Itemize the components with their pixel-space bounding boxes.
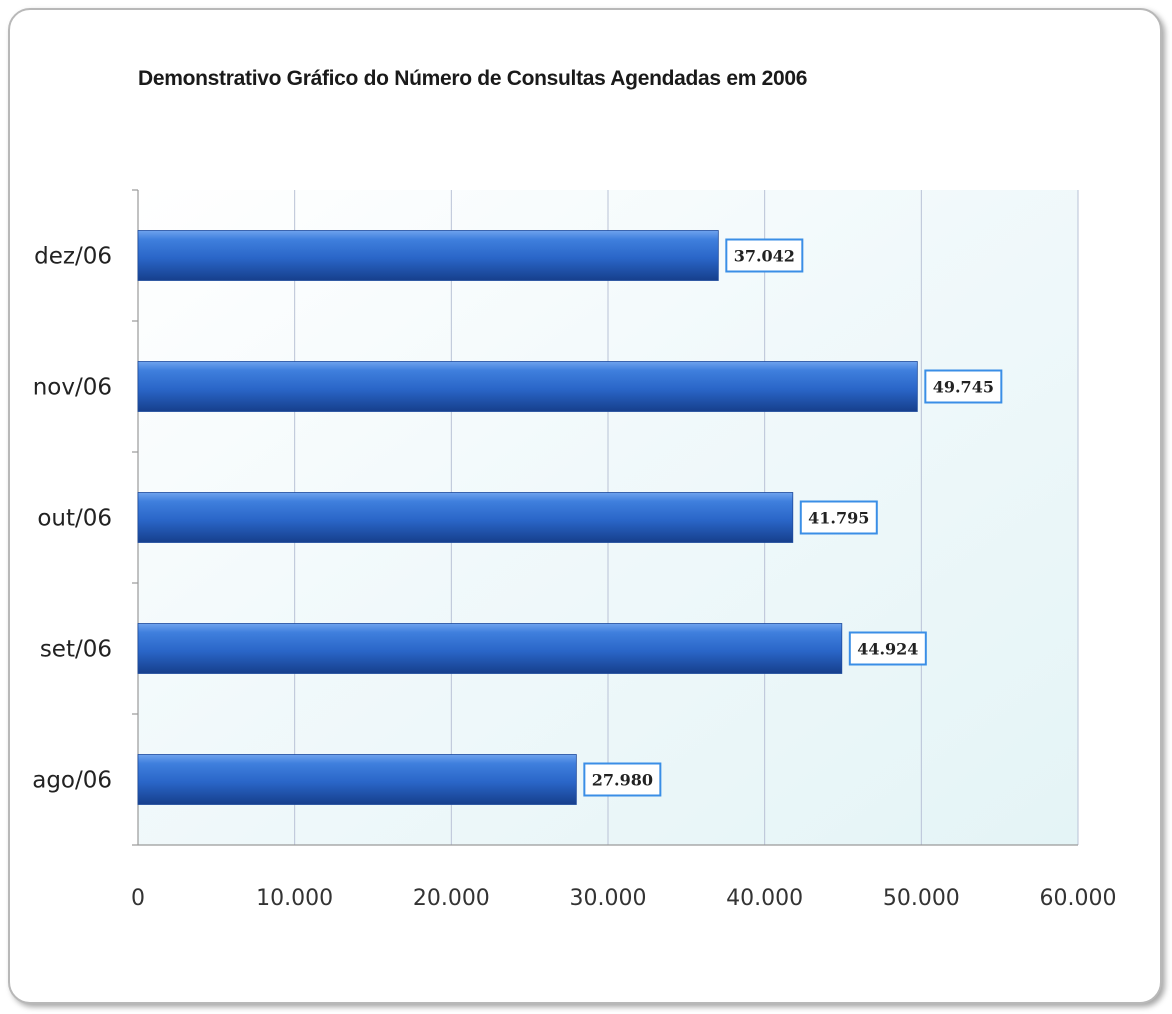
category-label: out/06: [37, 506, 112, 532]
data-label-box: [924, 369, 1003, 404]
bar: [137, 230, 719, 281]
x-tick-label: 30.000: [570, 886, 647, 911]
category-label: set/06: [40, 637, 112, 663]
data-label-box: [848, 631, 927, 666]
data-label-box: [583, 762, 662, 797]
data-label: 44.924: [857, 640, 918, 659]
data-labels: 27.980 44.924 41.795 49.745 37.042: [583, 238, 1003, 797]
bars: [137, 230, 918, 805]
bar: [137, 754, 577, 805]
category-label: ago/06: [32, 768, 112, 794]
bar: [137, 492, 794, 543]
y-axis-category-labels: ago/06 set/06 out/06 nov/06 dez/06: [32, 244, 112, 794]
bar: [137, 361, 918, 412]
x-tick-label: 40.000: [726, 886, 803, 911]
x-tick-label: 0: [131, 886, 145, 911]
category-label: dez/06: [34, 244, 112, 270]
bar: [137, 623, 843, 674]
x-tick-label: 50.000: [883, 886, 960, 911]
category-label: nov/06: [33, 375, 112, 401]
data-label: 27.980: [592, 771, 653, 790]
data-label: 37.042: [734, 247, 795, 266]
data-label: 41.795: [808, 509, 869, 528]
x-tick-label: 20.000: [413, 886, 490, 911]
chart-title: Demonstrativo Gráfico do Número de Consu…: [138, 67, 808, 90]
data-label: 49.745: [933, 378, 994, 397]
data-label-box: [799, 500, 878, 535]
x-tick-label: 60.000: [1040, 886, 1117, 911]
x-tick-label: 10.000: [256, 886, 333, 911]
x-axis-tick-labels: 0 10.000 20.000 30.000 40.000 50.000 60.000: [131, 886, 1116, 911]
data-label-box: [725, 238, 804, 273]
